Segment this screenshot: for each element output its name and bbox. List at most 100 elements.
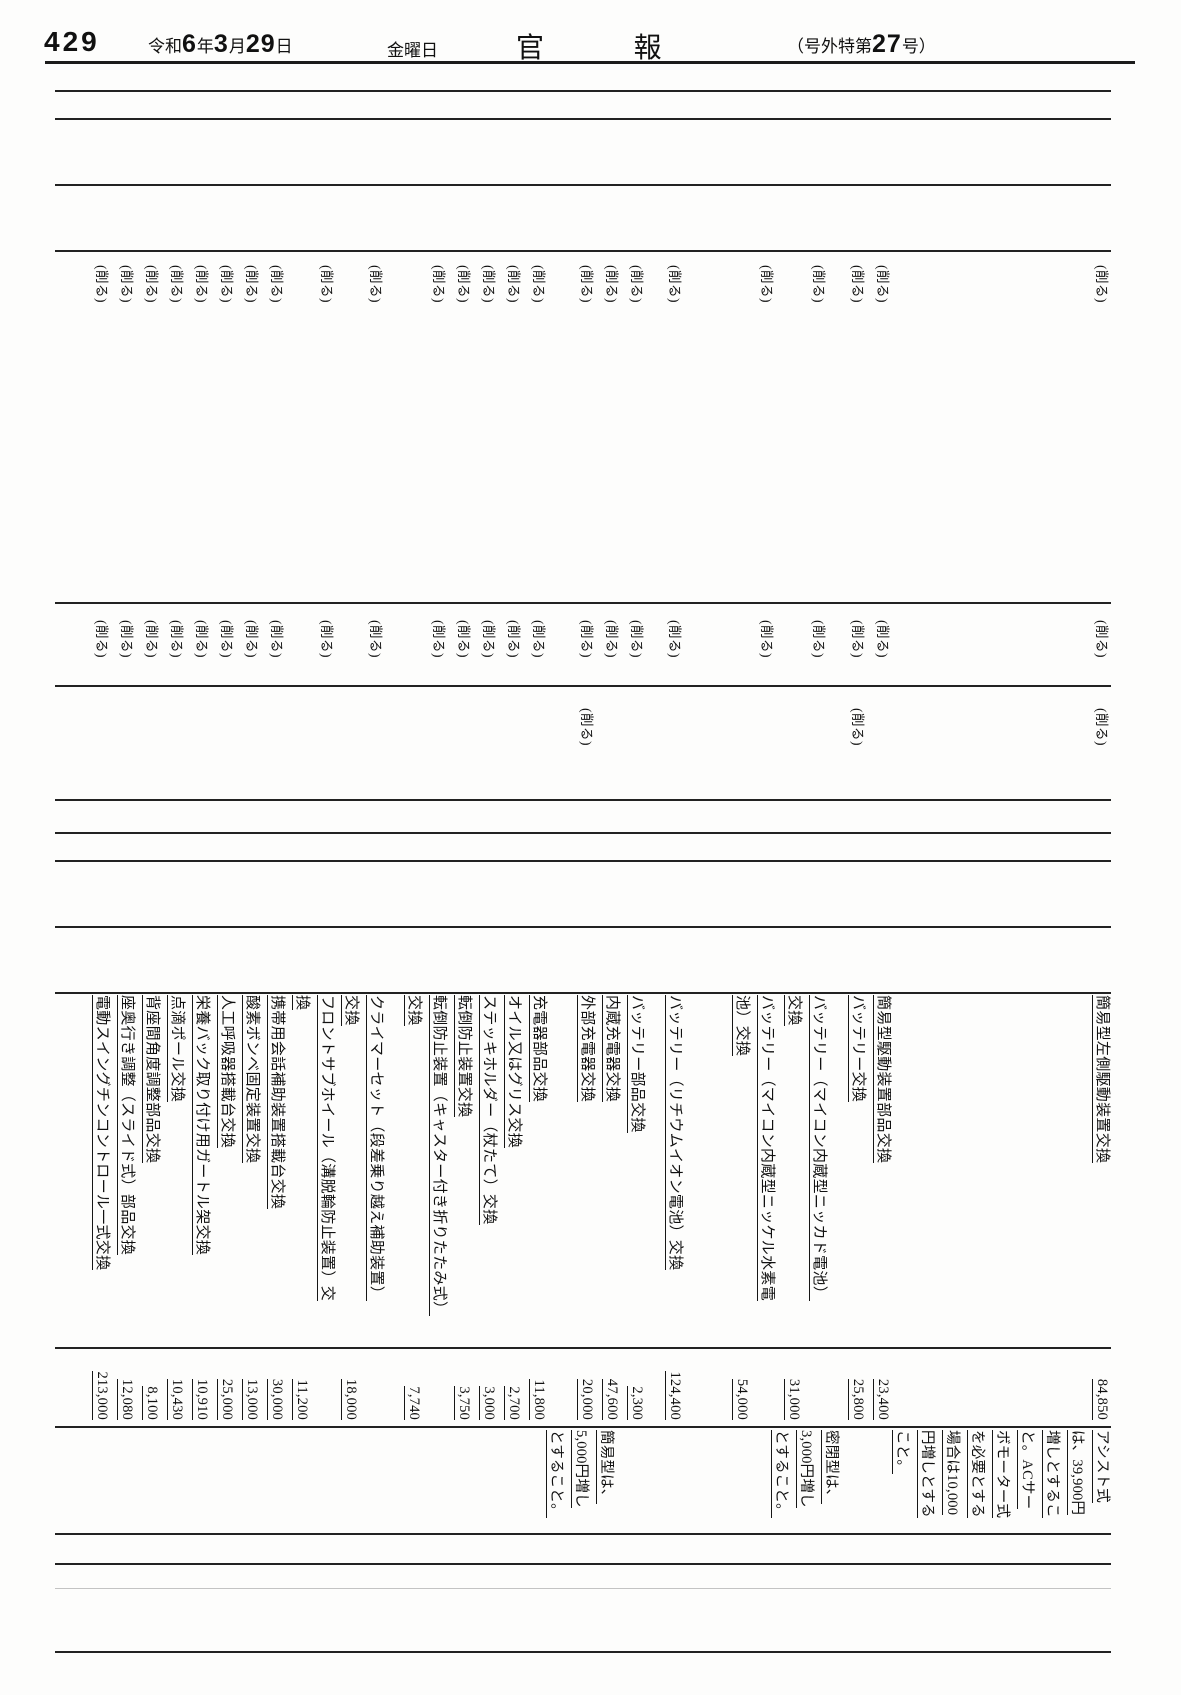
deletion-marker-text: (削る) (579, 708, 594, 746)
deletion-marker: (削る) (810, 265, 827, 303)
item-name-line: バッテリー（マイコン内蔵型ニッケル水素電 (757, 995, 775, 1302)
remark-line-text: とすること。 (546, 1430, 564, 1518)
remark-line-text: を必要とする (967, 1430, 985, 1518)
item-name-line-text: フロントサブホイール（溝脱輪防止装置）交 (317, 995, 335, 1302)
price-value: 10,910 (192, 1334, 210, 1420)
item-name-line-text: 転倒防止装置交換 (454, 995, 472, 1118)
issue-number-segment: 27 (872, 30, 902, 58)
deletion-marker-text: (削る) (144, 620, 159, 658)
deletion-marker: (削る) (578, 620, 595, 658)
price-value: 11,200 (292, 1334, 310, 1420)
deletion-marker-text: (削る) (850, 265, 865, 303)
remark-line-text: は、39,900円 (1067, 1430, 1085, 1516)
item-name-line: 内蔵充電器交換 (602, 995, 620, 1103)
item-name-line-text: 池）交換 (732, 995, 750, 1057)
remark-line-text: 円増しとする (917, 1430, 935, 1518)
remark-line: 円増しとする (917, 1430, 935, 1518)
issue-number: （号外特第 27 号） (787, 30, 936, 59)
price-value: 13,000 (242, 1334, 260, 1420)
deletion-marker-text: (削る) (506, 265, 521, 303)
item-name-line: クライマーセット（段差乗り越え補助装置） (366, 995, 384, 1302)
deletion-marker: (削る) (666, 265, 683, 303)
deletion-marker: (削る) (1093, 620, 1110, 658)
deletion-marker: (削る) (318, 620, 335, 658)
deletion-marker-text: (削る) (456, 265, 471, 303)
price-value: 47,600 (602, 1334, 620, 1420)
item-name-line: 交換 (404, 995, 422, 1026)
deletion-marker: (削る) (849, 620, 866, 658)
deletion-marker: (削る) (268, 620, 285, 658)
price-value-text: 13,000 (242, 1378, 260, 1420)
deletion-marker: (削る) (874, 265, 891, 303)
price-value: 10,430 (167, 1334, 185, 1420)
table-grid-line (55, 832, 1111, 834)
deletion-marker: (削る) (168, 620, 185, 658)
deletion-marker-text: (削る) (368, 620, 383, 658)
remark-line: は、39,900円 (1067, 1430, 1085, 1516)
deletion-marker-text: (削る) (144, 265, 159, 303)
issue-date-segment: 29 (245, 30, 276, 58)
item-name-line: 外部充電器交換 (577, 995, 595, 1103)
deletion-marker: (削る) (168, 265, 185, 303)
issue-date-segment: 6 (182, 30, 197, 58)
page-number: 429 (44, 26, 100, 57)
deletion-marker: (削る) (530, 620, 547, 658)
deletion-marker: (削る) (367, 620, 384, 658)
deletion-marker: (削る) (430, 620, 447, 658)
price-value: 124,400 (665, 1334, 683, 1420)
price-value-text: 7,740 (404, 1386, 422, 1420)
deletion-marker: (削る) (193, 620, 210, 658)
remark-line: 3,000円増し (796, 1430, 814, 1508)
item-name-line-text: 内蔵充電器交換 (602, 995, 620, 1103)
item-name-line-text: バッテリー交換 (848, 995, 866, 1103)
issue-date-segment: 3 (213, 30, 229, 58)
deletion-marker-text: (削る) (604, 265, 619, 303)
deletion-marker-text: (削る) (850, 620, 865, 658)
deletion-marker-text: (削る) (481, 265, 496, 303)
price-value-text: 3,750 (454, 1386, 472, 1420)
item-name-line: 点滴ポール交換 (167, 995, 185, 1103)
deletion-marker-text: (削る) (94, 620, 109, 658)
deletion-marker-text: (削る) (219, 620, 234, 658)
price-value-text: 31,000 (784, 1378, 802, 1420)
price-value-text: 213,000 (92, 1371, 110, 1420)
deletion-marker: (削る) (628, 265, 645, 303)
price-value-text: 47,600 (602, 1378, 620, 1420)
publication-title: 官報 (516, 33, 752, 64)
deletion-marker: (削る) (666, 620, 683, 658)
deletion-marker-text: (削る) (667, 620, 682, 658)
remark-line: とすること。 (771, 1430, 789, 1518)
price-value: 20,000 (577, 1334, 595, 1420)
deletion-marker: (削る) (243, 620, 260, 658)
item-name-line-text: 換 (292, 995, 310, 1011)
deletion-marker-text: (削る) (244, 265, 259, 303)
deletion-marker: (削る) (193, 265, 210, 303)
item-name-line: 換 (292, 995, 310, 1011)
price-value: 31,000 (784, 1334, 802, 1420)
price-value: 23,400 (873, 1334, 891, 1420)
item-name-line: 充電器部品交換 (529, 995, 547, 1103)
table-grid-line (55, 926, 1111, 928)
deletion-marker-text: (削る) (94, 265, 109, 303)
page-header: 429 令和 6 年 3 月 29 日 金曜日 官報 （号外特第 27 号） (0, 24, 1181, 64)
deletion-marker-text: (削る) (531, 265, 546, 303)
item-name-line: オイル又はグリス交換 (504, 995, 522, 1149)
issue-date-segment: 月 (228, 37, 246, 56)
deletion-marker: (削る) (143, 265, 160, 303)
item-name-line: 酸素ボンベ固定装置交換 (242, 995, 260, 1164)
item-name-line: 交換 (784, 995, 802, 1026)
deletion-marker: (削る) (367, 265, 384, 303)
deletion-marker: (削る) (218, 265, 235, 303)
deletion-marker: (削る) (578, 708, 595, 746)
price-value: 8,100 (142, 1334, 160, 1420)
remark-line: アシスト式 (1092, 1430, 1110, 1503)
item-name-line: フロントサブホイール（溝脱輪防止装置）交 (317, 995, 335, 1302)
issue-date-segment: 令和 (148, 37, 182, 56)
price-value-text: 30,000 (267, 1378, 285, 1420)
remark-line: 密閉型は、 (821, 1430, 839, 1504)
deletion-marker: (削る) (849, 265, 866, 303)
deletion-marker-text: (削る) (811, 265, 826, 303)
deletion-marker-text: (削る) (811, 620, 826, 658)
table-grid-line (55, 602, 1111, 604)
